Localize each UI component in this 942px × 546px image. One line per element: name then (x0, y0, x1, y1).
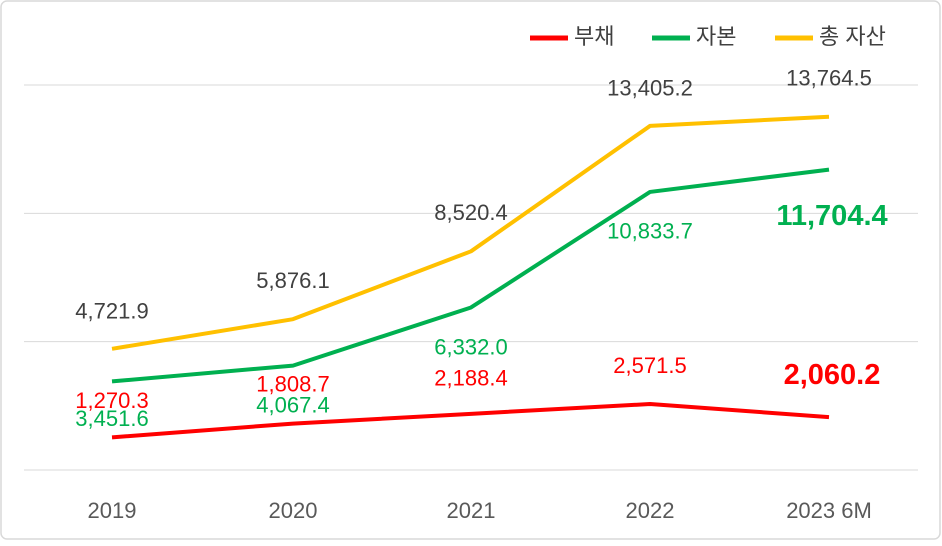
legend-label: 부채 (574, 24, 614, 49)
data-label: 1,270.3 (75, 388, 148, 413)
data-label: 13,764.5 (786, 66, 872, 91)
x-tick-label: 2020 (269, 498, 318, 523)
data-label: 6,332.0 (434, 334, 507, 359)
data-label: 2,571.5 (613, 353, 686, 378)
data-label: 2,188.4 (434, 366, 507, 391)
data-label: 11,704.4 (776, 200, 887, 232)
data-label: 10,833.7 (607, 219, 693, 244)
data-label: 13,405.2 (607, 76, 693, 101)
x-tick-label: 2022 (626, 498, 675, 523)
data-label: 1,808.7 (256, 371, 329, 396)
x-tick-label: 2021 (447, 498, 496, 523)
data-label: 5,876.1 (256, 268, 329, 293)
data-label: 8,520.4 (434, 200, 507, 225)
data-label: 3,451.6 (75, 406, 148, 431)
series-line (111, 114, 830, 351)
legend-label: 자본 (696, 24, 736, 49)
series-line (111, 167, 830, 384)
x-tick-label: 2023 6M (786, 498, 872, 523)
data-label: 2,060.2 (784, 359, 881, 391)
x-tick-label: 2019 (88, 498, 137, 523)
legend-label: 총 자산 (819, 24, 886, 49)
series-line (111, 401, 830, 440)
data-label: 4,721.9 (75, 299, 148, 324)
data-label: 4,067.4 (256, 392, 329, 417)
